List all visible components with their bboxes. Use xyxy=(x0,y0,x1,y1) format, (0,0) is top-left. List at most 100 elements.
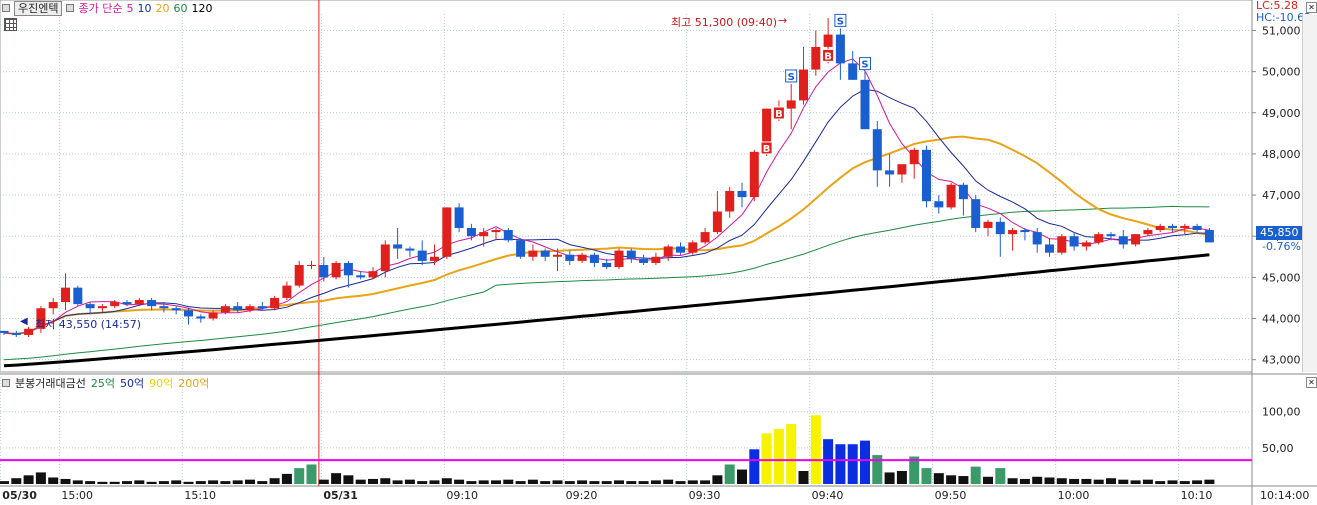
ma-menu-icon[interactable] xyxy=(66,4,75,12)
volume-bar xyxy=(626,481,637,484)
candle xyxy=(380,240,390,278)
price-panel-close-icon[interactable]: ✕ xyxy=(1306,2,1317,13)
candle xyxy=(319,256,329,282)
candle xyxy=(700,227,710,245)
price-tick-label: 48,000 xyxy=(1262,148,1301,161)
right-scrollbar[interactable] xyxy=(1302,14,1317,372)
candle xyxy=(799,46,808,105)
x-tick-label: 09:40 xyxy=(812,489,844,502)
volume-bar xyxy=(909,456,920,484)
svg-text:B: B xyxy=(775,109,783,120)
price-tick-label: 45,000 xyxy=(1262,271,1301,284)
stock-name[interactable]: 우진엔텍 xyxy=(14,0,63,16)
volume-bar xyxy=(773,429,784,484)
candle xyxy=(712,190,722,235)
volume-bar xyxy=(946,475,957,484)
volume-bar xyxy=(158,481,169,484)
candle xyxy=(343,260,353,288)
svg-text:S: S xyxy=(788,72,795,83)
x-tick-label: 09:30 xyxy=(689,489,721,502)
candle xyxy=(1069,232,1079,251)
volume-bar xyxy=(810,415,821,484)
candle xyxy=(479,227,489,247)
volume-bar xyxy=(245,479,255,484)
volume-bar xyxy=(786,423,797,484)
volume-bar xyxy=(564,481,575,484)
candle xyxy=(1081,240,1091,251)
candle xyxy=(589,252,599,268)
candle xyxy=(294,260,304,288)
candle xyxy=(540,248,550,261)
volume-bar xyxy=(368,478,378,484)
volume-bar xyxy=(700,480,711,484)
volume-bar xyxy=(1069,478,1080,484)
grid-toggle-icon[interactable] xyxy=(4,18,17,31)
volume-bar xyxy=(650,480,661,484)
volume-bar xyxy=(958,476,969,484)
candle xyxy=(688,240,698,255)
candle xyxy=(454,203,464,233)
volume-bar xyxy=(392,480,403,484)
volume-bar xyxy=(933,473,944,484)
volume-bar xyxy=(343,475,354,484)
volume-bar xyxy=(269,478,280,484)
x-tick-label: 10:10 xyxy=(1181,489,1213,502)
volume-bar xyxy=(294,468,305,484)
candle xyxy=(934,195,944,214)
volume-menu-icon[interactable] xyxy=(2,379,10,387)
ma-120-line xyxy=(3,253,1210,368)
candle xyxy=(614,248,624,270)
candle xyxy=(725,186,735,218)
candle xyxy=(577,252,587,263)
sell-marker: S xyxy=(834,13,847,27)
svg-text:B: B xyxy=(763,144,771,155)
candle xyxy=(208,310,218,321)
volume-title: 분봉거래대금선 xyxy=(15,377,86,390)
price-tick-label: 43,000 xyxy=(1262,354,1301,367)
volume-tick-label: 100,00 xyxy=(1262,406,1301,419)
candle xyxy=(257,302,267,311)
volume-panel-close-icon[interactable]: ✕ xyxy=(1306,377,1317,388)
candle xyxy=(97,304,107,313)
volume-bar xyxy=(48,477,59,484)
volume-bar xyxy=(601,481,612,484)
volume-bar xyxy=(1093,479,1104,484)
volume-bar xyxy=(1155,481,1166,484)
candle xyxy=(417,240,427,266)
volume-bar xyxy=(1019,478,1030,484)
ma-5-line xyxy=(3,58,1210,335)
candle xyxy=(430,244,439,266)
candle xyxy=(307,260,316,270)
volume-bar xyxy=(663,479,674,484)
candle xyxy=(1168,223,1177,233)
candle xyxy=(1008,227,1018,251)
price-tick-label: 50,000 xyxy=(1262,66,1301,79)
candle xyxy=(110,299,120,309)
svg-text:S: S xyxy=(861,60,868,71)
volume-line-25: 25억 xyxy=(90,377,115,390)
candle xyxy=(1131,234,1141,247)
candle xyxy=(811,30,821,76)
volume-bar xyxy=(417,481,428,484)
volume-bar xyxy=(577,480,588,484)
candle xyxy=(233,302,243,313)
volume-bar xyxy=(11,478,22,484)
ma-period-5: 5 xyxy=(126,1,134,15)
volume-line-50: 50억 xyxy=(119,377,145,390)
volume-panel-header: 분봉거래대금선 25억 50억 90억 200억 xyxy=(0,375,209,391)
volume-bar xyxy=(35,472,46,484)
candle xyxy=(442,207,452,259)
candle xyxy=(134,297,144,307)
panel-menu-icon[interactable] xyxy=(2,4,10,12)
candle xyxy=(356,271,366,280)
price-tick-label: 44,000 xyxy=(1262,313,1301,326)
volume-bar xyxy=(737,469,747,484)
high-arrow-icon: → xyxy=(778,14,788,27)
candle xyxy=(171,306,181,315)
volume-bar xyxy=(614,480,624,484)
volume-bar xyxy=(85,481,96,484)
volume-bar xyxy=(122,481,132,484)
candle xyxy=(270,295,280,311)
candle xyxy=(676,242,685,255)
